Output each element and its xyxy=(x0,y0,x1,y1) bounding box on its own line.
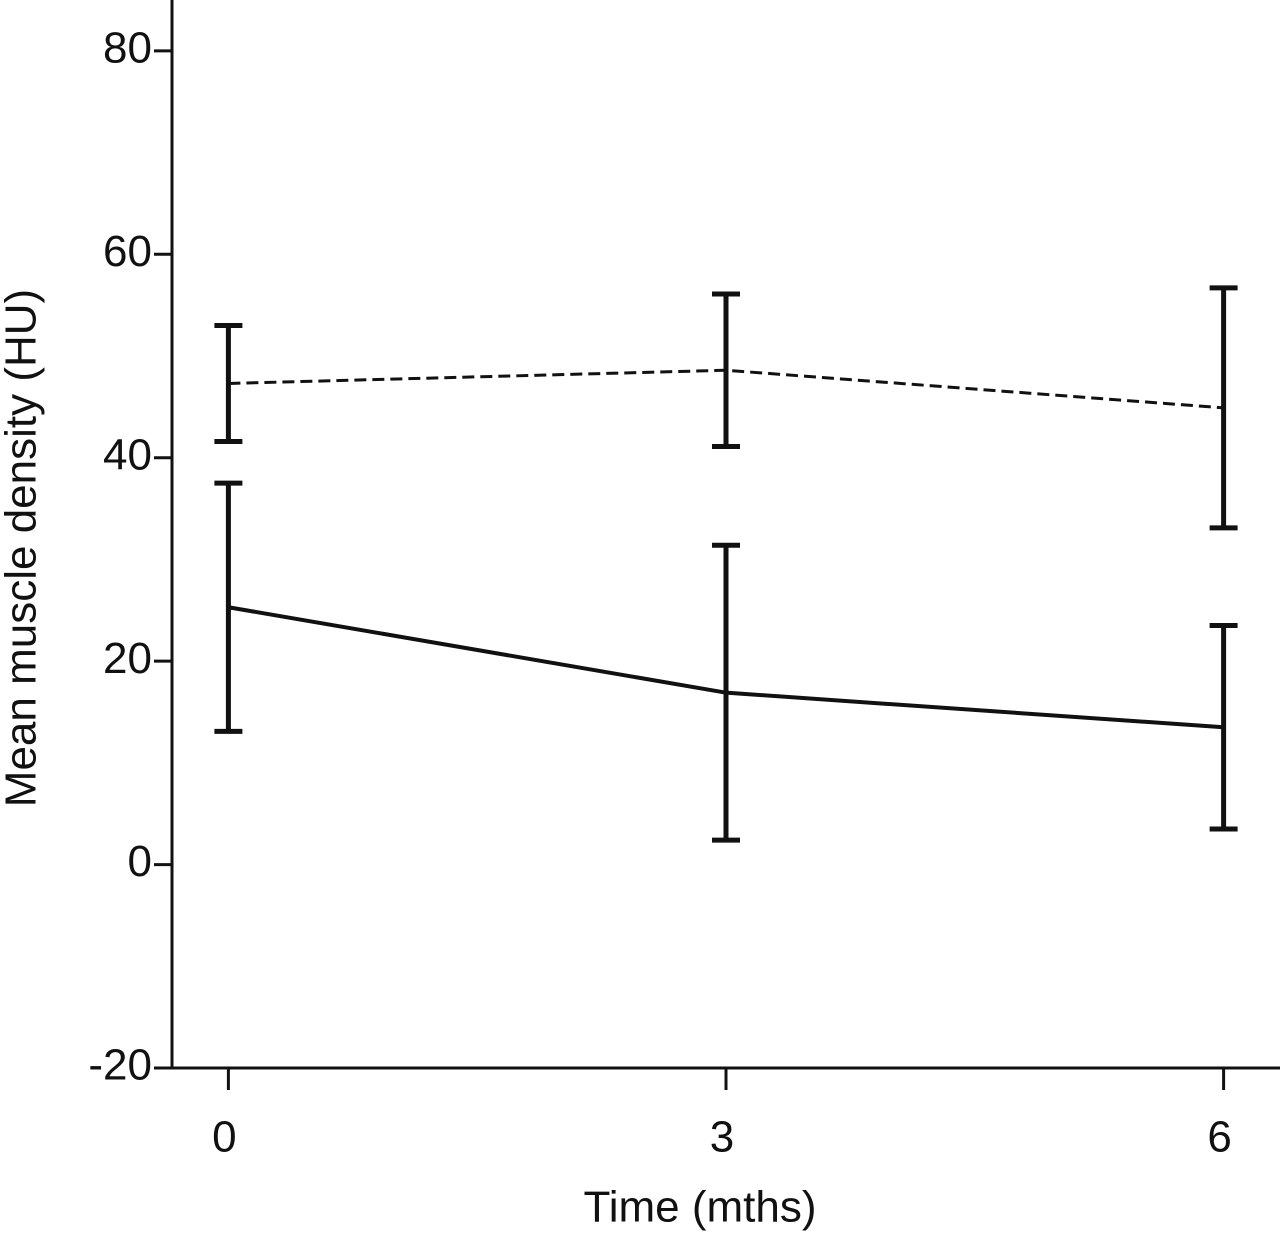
error-bar xyxy=(712,291,740,450)
y-axis-title: Mean muscle density (HU) xyxy=(0,289,46,807)
y-tick-label: 80 xyxy=(103,23,152,72)
y-tick-label: 20 xyxy=(103,634,152,683)
error-bar xyxy=(214,322,243,444)
y-tick-label: 40 xyxy=(103,430,152,479)
y-tick-label: 60 xyxy=(103,227,152,276)
y-tick-label: -20 xyxy=(88,1041,152,1090)
error-bar xyxy=(214,480,243,734)
x-axis-title: Time (mths) xyxy=(583,1183,816,1232)
x-tick-label: 3 xyxy=(710,1113,734,1162)
error-bar xyxy=(1209,623,1238,832)
error-bar xyxy=(712,542,740,843)
x-tick-label: 0 xyxy=(212,1113,236,1162)
x-tick-label: 6 xyxy=(1207,1113,1231,1162)
y-tick-label: 0 xyxy=(128,837,152,886)
error-bar xyxy=(1209,285,1238,531)
